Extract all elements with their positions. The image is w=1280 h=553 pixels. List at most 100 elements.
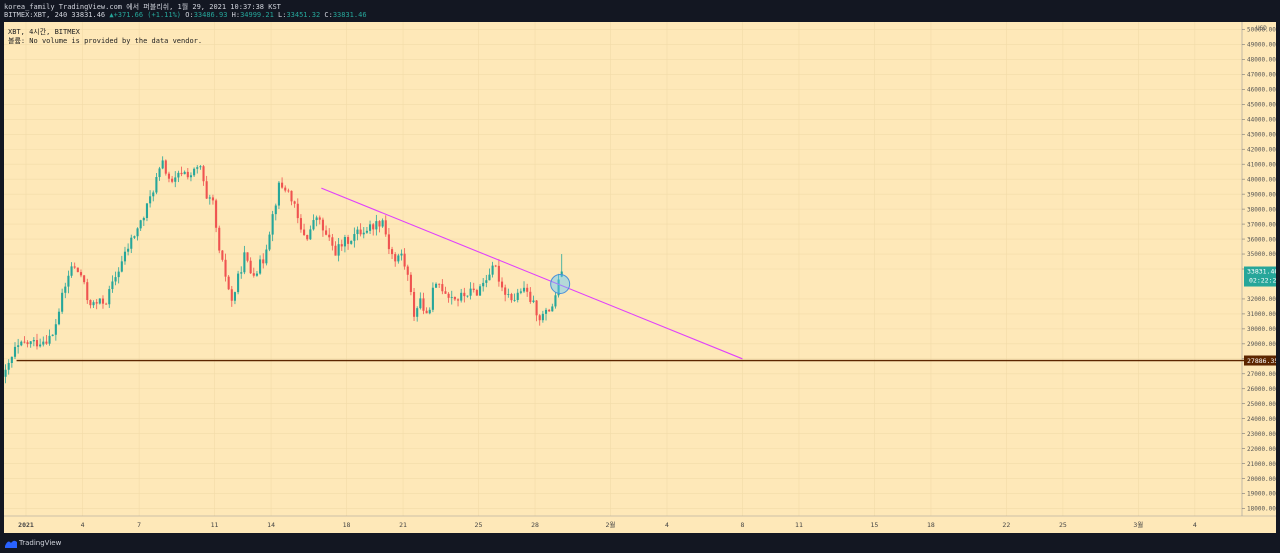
candle-down (89, 300, 92, 306)
candle-down (406, 266, 409, 275)
candle-down (211, 197, 215, 201)
candle-down (456, 299, 460, 301)
publish-title: korea_family TradingView.com 에서 퍼블리쉬, 1월… (4, 3, 281, 11)
candle-down (227, 276, 230, 290)
candle-up (337, 244, 340, 256)
level-price-label: 27886.35 (1247, 357, 1276, 365)
candle-up (233, 292, 236, 301)
candle-up (478, 286, 482, 296)
candle-up (208, 197, 211, 199)
candle-up (7, 362, 10, 370)
candle-up (237, 273, 240, 293)
high-value: 34999.21 (240, 11, 274, 19)
candle-down (205, 181, 208, 199)
y-tick-label: 47000.00 (1247, 72, 1276, 79)
y-tick-label: 40000.00 (1247, 176, 1276, 183)
candle-up (51, 334, 54, 336)
candle-up (400, 253, 403, 256)
x-tick-label: 14 (267, 521, 275, 529)
drawings[interactable] (16, 187, 1276, 362)
last-price-label: 33831.46 (1247, 268, 1276, 276)
x-tick-label: 4 (1193, 521, 1197, 529)
y-tick-label: 42000.00 (1247, 146, 1276, 153)
candle-down (422, 298, 425, 311)
close-label: C: (324, 11, 333, 19)
candle-down (384, 220, 387, 235)
x-tick-label: 8 (740, 521, 744, 529)
candle-up (57, 311, 61, 325)
candle-up (397, 255, 400, 262)
candle-up (92, 302, 95, 306)
candle-up (42, 341, 45, 345)
candle-up (136, 228, 139, 237)
candle-down (224, 259, 227, 277)
candle-down (529, 291, 532, 302)
candle-up (130, 237, 133, 249)
candle-down (412, 291, 416, 317)
candle-down (497, 265, 500, 282)
candle-down (35, 340, 39, 347)
candle-up (13, 346, 17, 357)
candle-down (372, 224, 375, 230)
candle-up (516, 292, 519, 300)
candle-down (359, 229, 362, 235)
candle-up (161, 160, 164, 169)
chart-area[interactable]: USD 18000.00 19000.00 20000.00 21000.00 2200… (4, 22, 1280, 533)
x-tick-label: 11 (795, 521, 803, 529)
candle-up (108, 289, 111, 305)
y-tick-label: 18000.00 (1247, 506, 1276, 513)
candle-up (315, 217, 318, 221)
candle-up (127, 248, 130, 252)
y-tick-label: 48000.00 (1247, 57, 1276, 64)
candle-up (29, 341, 32, 345)
candle-down (252, 273, 255, 276)
candle-up (356, 229, 359, 235)
candle-up (117, 271, 120, 278)
y-tick-label: 22000.00 (1247, 446, 1276, 453)
candle-down (180, 172, 183, 175)
candle-down (318, 217, 321, 220)
candle-up (10, 356, 13, 363)
candle-up (469, 288, 472, 296)
candle-down (328, 234, 331, 238)
candle-down (500, 281, 504, 288)
candle-up (419, 298, 422, 309)
candle-up (557, 279, 560, 296)
candle-up (513, 299, 516, 301)
candlestick-chart[interactable]: USD 18000.00 19000.00 20000.00 21000.00 2200… (4, 22, 1280, 533)
x-tick-label: 28 (531, 521, 539, 529)
candle-up (466, 295, 469, 297)
y-tick-label: 38000.00 (1247, 206, 1276, 213)
high-label: H: (231, 11, 241, 19)
candle-up (54, 324, 57, 335)
price-scale[interactable]: USD 18000.00 19000.00 20000.00 21000.00 2200… (1242, 25, 1276, 513)
chart-header: korea_family TradingView.com 에서 퍼블리쉬, 1월… (0, 0, 1280, 22)
candle-up (149, 196, 152, 204)
candle-up (431, 287, 434, 310)
candle-up (64, 286, 67, 293)
time-scale[interactable]: 2021 4 7 11 14 18 21 25 28 2월 4 8 11 15 18 22 25 3월 4 (18, 520, 1197, 529)
candle-down (262, 259, 265, 264)
candle-up (369, 224, 372, 231)
legend-volume: 볼륨: No volume is provided by the data ve… (8, 36, 202, 45)
y-tick-label: 44000.00 (1247, 117, 1276, 124)
ohlc-readout: BITMEX:XBT, 240 33831.46 ▲+371.66 (+1.11… (4, 11, 367, 19)
candle-up (155, 177, 158, 193)
candle-up (17, 345, 20, 347)
candle-up (277, 182, 280, 206)
candle-down (101, 298, 105, 304)
candle-up (265, 249, 268, 264)
candle-down (218, 227, 221, 251)
candle-up (20, 341, 23, 346)
candle-down (290, 190, 293, 202)
candle-up (428, 309, 431, 314)
candle-down (331, 237, 334, 246)
candle-down (281, 182, 284, 188)
candle-down (447, 293, 450, 298)
candle-up (312, 220, 315, 230)
candle-up (381, 220, 384, 227)
x-tick-label: 18 (343, 521, 351, 529)
candle-up (183, 171, 186, 175)
y-tick-label: 49000.00 (1247, 42, 1276, 49)
candle-up (189, 175, 193, 178)
